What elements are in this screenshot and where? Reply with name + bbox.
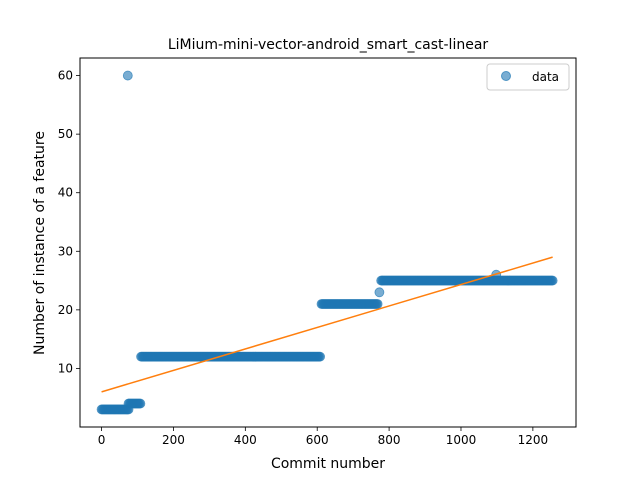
data-point: [372, 299, 383, 309]
y-axis: 10 20 30 40 50 60: [58, 69, 80, 375]
data-points: [96, 70, 558, 415]
plot-area: [80, 58, 576, 427]
y-tick-label: 20: [58, 303, 73, 317]
y-tick-label: 60: [58, 69, 73, 83]
x-tick-label: 1000: [446, 433, 477, 447]
legend-label: data: [532, 70, 559, 84]
y-tick-label: 50: [58, 127, 73, 141]
x-tick-label: 0: [98, 433, 106, 447]
x-axis-label: Commit number: [271, 456, 385, 472]
plot-frame: [79, 57, 577, 428]
legend-box: [486, 63, 570, 91]
y-tick-label: 30: [58, 244, 73, 258]
y-tick-label: 10: [58, 361, 73, 375]
x-tick-label: 800: [378, 433, 401, 447]
x-tick-label: 1200: [518, 433, 549, 447]
x-tick-label: 600: [306, 433, 329, 447]
x-tick-label: 200: [162, 433, 185, 447]
legend: data: [486, 63, 570, 91]
data-point: [547, 275, 558, 286]
x-axis: 0 200 400 600 800 1000 1200: [98, 427, 548, 447]
fit-line-group: [101, 256, 553, 393]
data-point: [122, 70, 133, 81]
legend-marker: [501, 71, 511, 81]
data-point: [374, 287, 385, 298]
y-axis-label: Number of instance of a feature: [32, 131, 48, 355]
fit-line: [101, 256, 553, 393]
data-point: [135, 398, 146, 409]
chart-title: LiMium-mini-vector-android_smart_cast-li…: [168, 37, 489, 53]
y-tick-label: 40: [58, 186, 73, 200]
data-point: [315, 351, 325, 362]
x-tick-label: 400: [234, 433, 257, 447]
